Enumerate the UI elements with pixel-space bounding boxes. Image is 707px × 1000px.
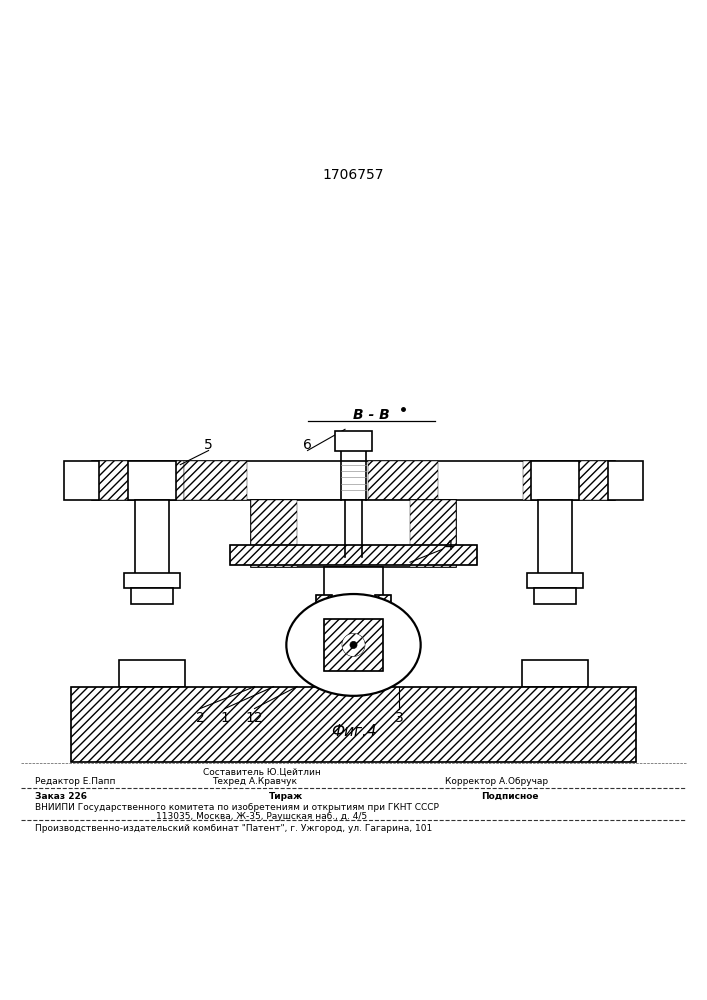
Circle shape bbox=[342, 634, 365, 656]
Text: 6: 6 bbox=[303, 438, 312, 452]
Bar bbox=[230, 545, 477, 565]
Text: ВНИИПИ Государственного комитета по изобретениям и открытиям при ГКНТ СССР: ВНИИПИ Государственного комитета по изоб… bbox=[35, 803, 439, 812]
Bar bbox=[335, 431, 372, 451]
Text: Фиг.4: Фиг.4 bbox=[331, 724, 376, 739]
Bar bbox=[375, 595, 391, 607]
Bar bbox=[119, 660, 185, 687]
Bar bbox=[184, 461, 247, 500]
Bar bbox=[313, 658, 394, 687]
Bar bbox=[375, 595, 391, 607]
Bar bbox=[71, 687, 636, 762]
Text: 4: 4 bbox=[445, 539, 453, 553]
Bar bbox=[135, 500, 169, 588]
Bar bbox=[324, 619, 383, 671]
Bar bbox=[71, 687, 636, 762]
Bar bbox=[534, 588, 576, 604]
Bar bbox=[324, 619, 383, 671]
Ellipse shape bbox=[286, 594, 421, 696]
Bar bbox=[316, 595, 332, 607]
Text: 113035, Москва, Ж-35, Раушская наб., д. 4/5: 113035, Москва, Ж-35, Раушская наб., д. … bbox=[156, 812, 367, 821]
Text: B - B: B - B bbox=[353, 408, 390, 422]
Text: Производственно-издательский комбинат "Патент", г. Ужгород, ул. Гагарина, 101: Производственно-издательский комбинат "П… bbox=[35, 824, 433, 833]
Text: 2: 2 bbox=[196, 711, 204, 725]
Bar bbox=[531, 461, 579, 500]
Bar bbox=[368, 461, 438, 500]
Bar bbox=[522, 660, 588, 687]
Text: Подписное: Подписное bbox=[481, 792, 538, 801]
Bar bbox=[92, 461, 615, 500]
Bar bbox=[92, 461, 184, 500]
Bar bbox=[251, 500, 456, 567]
Bar bbox=[608, 461, 643, 500]
Bar bbox=[131, 588, 173, 604]
Text: Техред А.Кравчук: Техред А.Кравчук bbox=[212, 777, 297, 786]
Text: Корректор А.Обручар: Корректор А.Обручар bbox=[445, 777, 549, 786]
Text: 12: 12 bbox=[246, 711, 263, 725]
Text: Составитель Ю.Цейтлин: Составитель Ю.Цейтлин bbox=[203, 768, 320, 777]
Bar bbox=[316, 595, 332, 607]
Bar bbox=[523, 461, 615, 500]
Bar bbox=[64, 461, 99, 500]
Bar bbox=[128, 461, 176, 500]
Circle shape bbox=[342, 634, 365, 656]
Text: Заказ 226: Заказ 226 bbox=[35, 792, 88, 801]
Text: 5: 5 bbox=[204, 438, 213, 452]
Text: Тираж: Тираж bbox=[269, 792, 303, 801]
Circle shape bbox=[350, 641, 357, 648]
Bar bbox=[124, 573, 180, 588]
Text: 3: 3 bbox=[395, 711, 404, 725]
Bar bbox=[410, 500, 456, 567]
Bar bbox=[538, 500, 572, 588]
Bar bbox=[324, 567, 383, 600]
Text: Редактор Е.Папп: Редактор Е.Папп bbox=[35, 777, 116, 786]
Bar bbox=[230, 545, 477, 565]
Bar bbox=[527, 573, 583, 588]
Text: 1706757: 1706757 bbox=[323, 168, 384, 182]
Text: 1: 1 bbox=[221, 711, 229, 725]
Bar bbox=[251, 500, 297, 567]
